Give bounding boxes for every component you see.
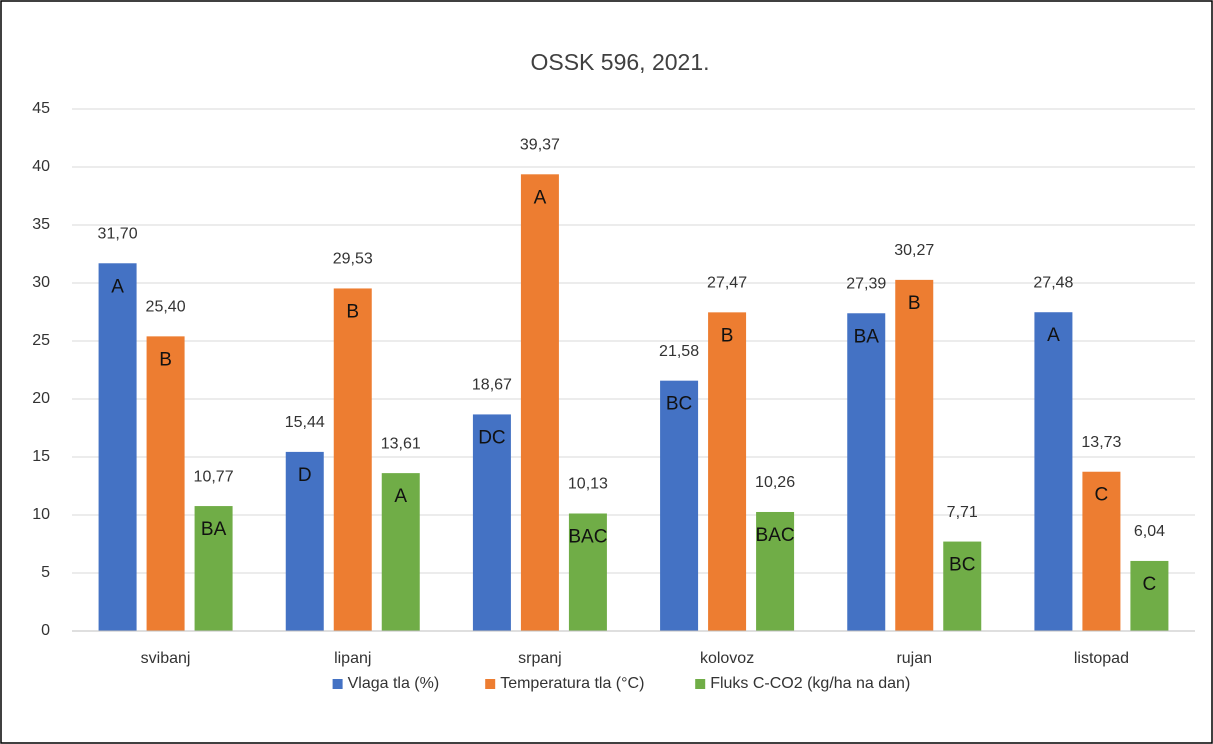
bar xyxy=(847,313,886,631)
value-label: 13,61 xyxy=(381,435,421,452)
bar xyxy=(285,451,324,631)
value-label: 10,13 xyxy=(568,476,608,493)
y-tick-label: 45 xyxy=(32,100,50,117)
bar-letter: B xyxy=(159,349,172,370)
value-label: 39,37 xyxy=(520,137,560,154)
chart-title: OSSK 596, 2021. xyxy=(530,49,709,75)
bar xyxy=(381,473,420,631)
bar xyxy=(146,336,185,631)
bar-letter: B xyxy=(346,301,359,322)
value-label: 25,40 xyxy=(146,299,186,316)
bar-letter: A xyxy=(394,486,407,507)
bar-letter: A xyxy=(534,187,547,208)
value-label: 27,48 xyxy=(1033,274,1073,291)
value-label: 29,53 xyxy=(333,251,373,268)
bar-letter: C xyxy=(1095,485,1109,506)
bar xyxy=(1130,560,1169,631)
legend-swatch xyxy=(332,679,343,689)
legend-label: Vlaga tla (%) xyxy=(348,675,440,692)
value-label: 30,27 xyxy=(894,242,934,259)
value-label: 15,44 xyxy=(285,414,325,431)
legend-label: Temperatura tla (°C) xyxy=(500,675,644,692)
bar xyxy=(98,263,137,631)
bar-letter: BAC xyxy=(756,525,795,546)
y-tick-label: 35 xyxy=(32,216,50,233)
x-tick-label: svibanj xyxy=(141,650,191,667)
bar xyxy=(660,380,699,631)
bar xyxy=(194,506,233,631)
legend-label: Fluks C-CO2 (kg/ha na dan) xyxy=(710,675,910,692)
bar-letter: BA xyxy=(854,326,880,347)
bar-letter: A xyxy=(111,276,124,297)
bar xyxy=(1082,471,1121,631)
bar-letter: D xyxy=(298,465,312,486)
bar-letter: BC xyxy=(949,555,975,576)
value-label: 13,73 xyxy=(1081,434,1121,451)
value-label: 27,47 xyxy=(707,275,747,292)
x-tick-label: listopad xyxy=(1074,650,1129,667)
bar-letter: DC xyxy=(478,427,505,448)
bar xyxy=(568,513,607,631)
y-tick-label: 10 xyxy=(32,506,50,523)
bar-letter: B xyxy=(908,293,921,314)
bar-letter: BC xyxy=(666,394,692,415)
bar-letter: C xyxy=(1143,574,1157,595)
value-label: 10,77 xyxy=(194,468,234,485)
bar xyxy=(1034,312,1073,631)
bar xyxy=(895,279,934,631)
bar xyxy=(708,312,747,631)
bar xyxy=(520,174,559,632)
y-tick-label: 15 xyxy=(32,448,50,465)
x-tick-label: kolovoz xyxy=(700,650,754,667)
legend-swatch xyxy=(695,679,706,689)
value-label: 31,70 xyxy=(98,225,138,242)
bar xyxy=(943,541,982,631)
y-tick-label: 0 xyxy=(41,622,50,639)
bar xyxy=(472,414,511,631)
y-tick-label: 25 xyxy=(32,332,50,349)
bar-letter: B xyxy=(721,325,734,346)
bar-letter: BAC xyxy=(568,527,607,548)
x-tick-label: rujan xyxy=(896,650,932,667)
x-tick-label: srpanj xyxy=(518,650,562,667)
bar xyxy=(333,288,372,631)
value-label: 21,58 xyxy=(659,343,699,360)
y-tick-label: 5 xyxy=(41,564,50,581)
value-label: 27,39 xyxy=(846,275,886,292)
y-tick-label: 30 xyxy=(32,274,50,291)
bar-letter: BA xyxy=(201,519,227,540)
y-tick-label: 20 xyxy=(32,390,50,407)
value-label: 7,71 xyxy=(947,504,978,521)
value-label: 10,26 xyxy=(755,474,795,491)
bar-letter: A xyxy=(1047,325,1060,346)
value-label: 6,04 xyxy=(1134,523,1165,540)
bar xyxy=(756,511,795,631)
x-tick-label: lipanj xyxy=(334,650,371,667)
y-tick-label: 40 xyxy=(32,158,50,175)
legend-swatch xyxy=(485,679,496,689)
value-label: 18,67 xyxy=(472,377,512,394)
